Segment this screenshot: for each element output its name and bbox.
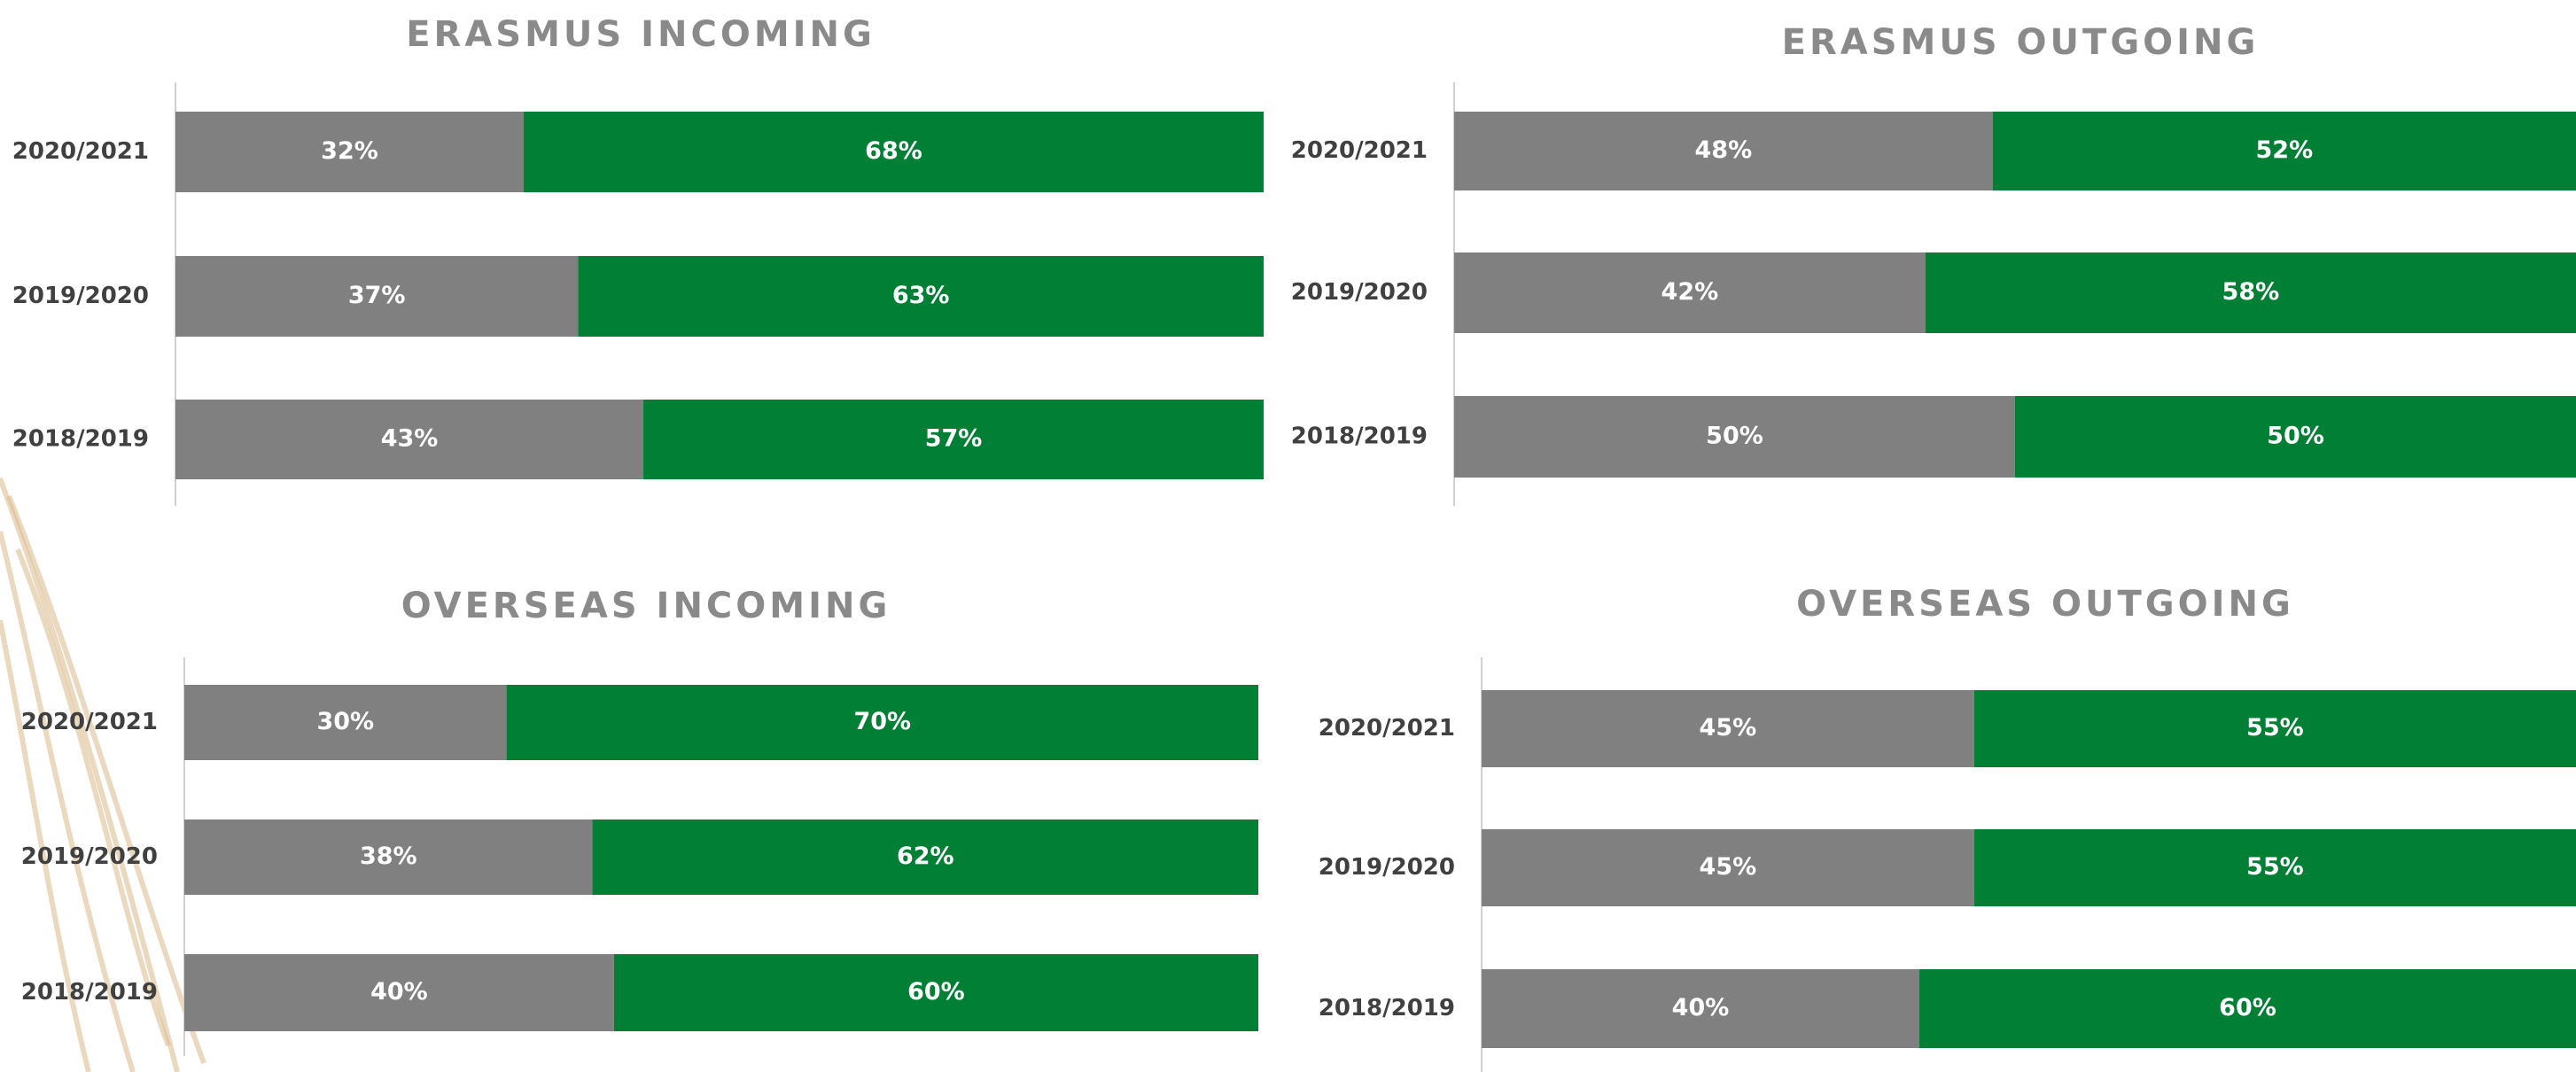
value-label: 40% <box>370 978 428 1006</box>
chart-title: ERASMUS OUTGOING <box>1782 22 2260 63</box>
value-label: 38% <box>360 843 417 870</box>
chart-title: OVERSEAS OUTGOING <box>1796 584 2294 625</box>
chart-title: ERASMUS INCOMING <box>406 14 876 55</box>
value-label: 45% <box>1700 853 1757 881</box>
value-label: 52% <box>2256 136 2314 164</box>
chart-title: OVERSEAS INCOMING <box>401 586 891 626</box>
value-label: 62% <box>897 843 954 870</box>
value-label: 43% <box>381 425 439 453</box>
category-label: 2018/2019 <box>12 426 149 453</box>
category-label: 2019/2020 <box>12 283 149 309</box>
value-label: 55% <box>2246 714 2304 742</box>
value-label: 58% <box>2222 278 2280 306</box>
value-label: 30% <box>316 708 374 735</box>
category-label: 2018/2019 <box>1319 995 1455 1022</box>
category-label: 2018/2019 <box>21 979 158 1006</box>
value-label: 48% <box>1695 136 1753 164</box>
category-label: 2019/2020 <box>1319 854 1455 881</box>
category-label: 2019/2020 <box>21 843 158 870</box>
category-label: 2020/2021 <box>1291 137 1428 164</box>
category-label: 2018/2019 <box>1291 423 1428 450</box>
page: ERASMUS INCOMING 2020/2021 32% 68% 2019/2020… <box>0 0 2576 1072</box>
value-label: 42% <box>1662 278 1719 306</box>
value-label: 40% <box>1672 994 1730 1022</box>
value-label: 50% <box>2267 423 2324 450</box>
value-label: 55% <box>2246 853 2304 881</box>
value-label: 50% <box>1706 423 1763 450</box>
category-label: 2020/2021 <box>21 709 158 735</box>
value-label: 45% <box>1700 714 1757 742</box>
category-label: 2020/2021 <box>12 138 149 165</box>
category-label: 2019/2020 <box>1291 279 1428 306</box>
value-label: 37% <box>348 282 406 309</box>
value-label: 60% <box>907 978 965 1006</box>
value-label: 63% <box>892 282 950 309</box>
value-label: 70% <box>853 708 911 735</box>
value-label: 32% <box>321 137 378 165</box>
value-label: 57% <box>925 425 983 453</box>
value-label: 60% <box>2219 994 2276 1022</box>
value-label: 68% <box>865 137 922 165</box>
category-label: 2020/2021 <box>1319 715 1455 742</box>
